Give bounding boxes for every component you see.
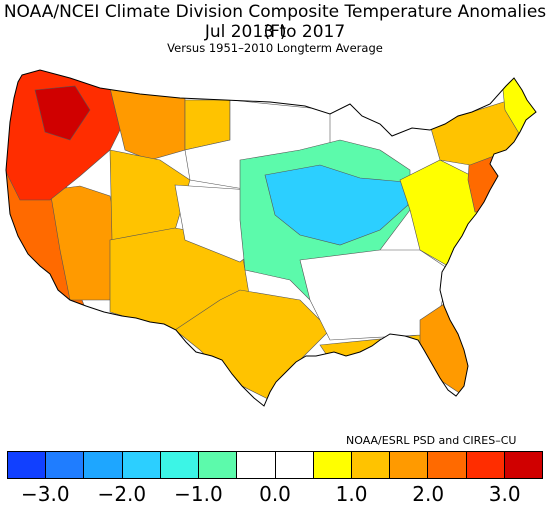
legend-tick-label: 1.0: [335, 482, 368, 506]
legend-bin-2: [84, 452, 123, 478]
map-title: NOAA/NCEI Climate Division Composite Tem…: [3, 2, 547, 42]
legend-bin-5: [199, 452, 238, 478]
legend-tick-label: 0.0: [259, 482, 291, 506]
region-puget-sound: [34, 85, 91, 141]
legend-bin-4: [160, 452, 200, 478]
legend-colorbar: [7, 451, 543, 479]
legend-bin-10: [390, 452, 429, 478]
legend-tick-label: −3.0: [20, 482, 70, 506]
data-credit: NOAA/ESRL PSD and CIRES–CU: [346, 434, 517, 447]
legend-bin-8: [313, 452, 352, 478]
us-climate-division-map: [5, 69, 537, 407]
legend-tick-label: −2.0: [97, 482, 147, 506]
legend-tick-label: −1.0: [174, 482, 223, 506]
legend-bin-13: [504, 452, 543, 478]
legend-bin-12: [466, 452, 505, 478]
map-subtitle: Versus 1951–2010 Longterm Average: [167, 41, 383, 55]
legend-bin-3: [122, 452, 161, 478]
anomaly-regions: [6, 70, 536, 406]
legend-bin-7: [275, 452, 314, 478]
legend-bin-6: [237, 452, 276, 478]
legend-bin-9: [351, 452, 391, 478]
legend-tick-label: 2.0: [412, 482, 445, 506]
legend-bin-0: [8, 452, 47, 478]
legend-tick-label: 3.0: [488, 482, 521, 506]
legend-bin-11: [428, 452, 467, 478]
legend-bin-1: [46, 452, 85, 478]
region-midwest-cold-core: [264, 164, 409, 246]
map-period: Jul 2013 to 2017: [204, 22, 346, 42]
